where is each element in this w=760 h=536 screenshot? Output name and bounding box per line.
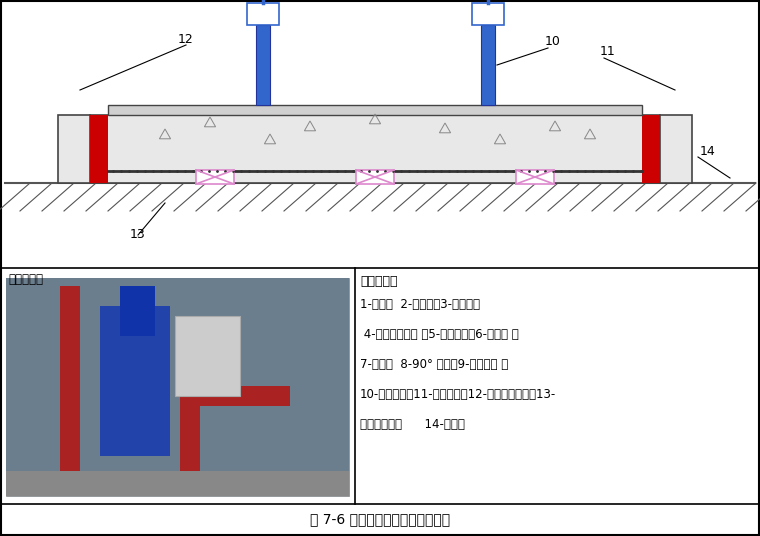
Text: 1-闸阀；  2-除污器；3-软接头；: 1-闸阀； 2-除污器；3-软接头；	[360, 298, 480, 311]
Bar	[642, 115, 660, 183]
Bar	[120, 286, 155, 336]
Bar	[90, 115, 660, 183]
Text: 12: 12	[178, 33, 194, 46]
Bar	[196, 170, 234, 184]
Text: 10-浮动底座；11-隔离夹板；12-外部等级夹板；13-: 10-浮动底座；11-隔离夹板；12-外部等级夹板；13-	[360, 388, 556, 401]
Bar	[6, 471, 349, 496]
Bar	[481, 25, 495, 105]
Text: 14: 14	[700, 145, 716, 158]
Bar	[660, 115, 692, 183]
Text: 7-支架；  8-90° 弯头；9-弹性吊架 ；: 7-支架； 8-90° 弯头；9-弹性吊架 ；	[360, 358, 508, 371]
Text: 隔振橡胶垫；      14-地面；: 隔振橡胶垫； 14-地面；	[360, 418, 465, 431]
Bar	[60, 286, 80, 476]
Bar	[472, 3, 504, 25]
Bar	[256, 25, 270, 105]
Bar	[190, 386, 290, 406]
Bar	[180, 396, 200, 476]
Bar	[108, 105, 642, 115]
Text: 4-压力表连旋塞 ；5-立式水泵；6-止回阀 ；: 4-压力表连旋塞 ；5-立式水泵；6-止回阀 ；	[360, 328, 519, 341]
Text: 11: 11	[600, 45, 616, 58]
Bar	[100, 306, 170, 456]
Bar	[356, 170, 394, 184]
Bar	[175, 316, 240, 396]
Bar	[247, 3, 279, 25]
Bar	[6, 278, 349, 496]
Bar	[90, 115, 108, 183]
Bar	[58, 115, 90, 183]
Text: 13: 13	[130, 228, 146, 241]
Text: 图 7-6 立式水泵与管路连接示意图: 图 7-6 立式水泵与管路连接示意图	[310, 512, 450, 526]
Bar	[6, 278, 349, 496]
Text: 符号说明：: 符号说明：	[360, 275, 397, 288]
Bar	[516, 170, 554, 184]
Text: 10: 10	[545, 35, 561, 48]
Text: 实施案例：: 实施案例：	[8, 273, 43, 286]
